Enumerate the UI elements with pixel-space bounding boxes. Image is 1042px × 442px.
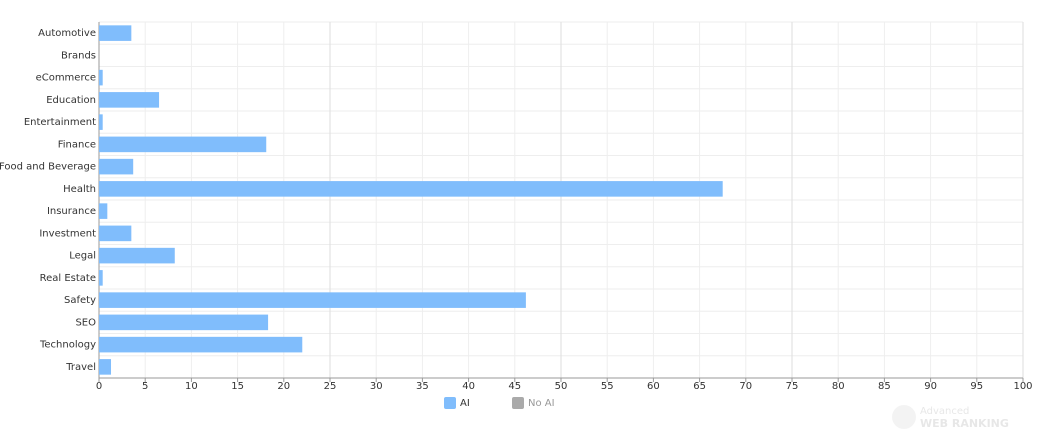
y-tick-label: Automotive bbox=[38, 28, 96, 39]
x-tick-label: 95 bbox=[970, 381, 983, 392]
x-tick-label: 5 bbox=[142, 381, 148, 392]
y-tick-label: Travel bbox=[65, 362, 96, 373]
x-tick-label: 80 bbox=[832, 381, 845, 392]
x-tick-label: 25 bbox=[324, 381, 337, 392]
y-tick-label: Real Estate bbox=[40, 273, 96, 284]
watermark: Advanced WEB RANKING bbox=[892, 405, 1009, 430]
y-tick-label: Investment bbox=[39, 228, 96, 239]
y-tick-label: Safety bbox=[64, 295, 96, 306]
x-tick-label: 100 bbox=[1013, 381, 1032, 392]
x-tick-label: 70 bbox=[739, 381, 752, 392]
y-tick-label: eCommerce bbox=[36, 73, 96, 84]
bar bbox=[99, 247, 175, 264]
x-tick-label: 30 bbox=[370, 381, 383, 392]
x-tick-label: 90 bbox=[924, 381, 937, 392]
bar bbox=[99, 270, 103, 286]
bar bbox=[99, 336, 303, 353]
y-tick-label: SEO bbox=[75, 317, 96, 328]
bar bbox=[99, 92, 160, 108]
x-tick-label: 85 bbox=[878, 381, 891, 392]
y-tick-label: Entertainment bbox=[24, 117, 96, 128]
x-tick-label: 15 bbox=[231, 381, 244, 392]
y-tick-label: Insurance bbox=[47, 206, 96, 217]
x-tick-label: 35 bbox=[416, 381, 429, 392]
x-tick-label: 65 bbox=[693, 381, 706, 392]
bar bbox=[99, 158, 134, 175]
bar bbox=[99, 225, 132, 242]
x-tick-label: 0 bbox=[96, 381, 102, 392]
x-tick-label: 50 bbox=[555, 381, 568, 392]
x-tick-label: 20 bbox=[277, 381, 290, 392]
y-tick-label: Brands bbox=[61, 50, 96, 61]
bar bbox=[99, 69, 103, 86]
bar bbox=[99, 181, 723, 197]
legend-label: AI bbox=[460, 398, 470, 409]
y-tick-label: Finance bbox=[58, 139, 96, 150]
bar bbox=[99, 114, 103, 130]
x-tick-label: 60 bbox=[647, 381, 660, 392]
bar bbox=[99, 292, 526, 308]
x-tick-label: 10 bbox=[185, 381, 198, 392]
bar bbox=[99, 203, 108, 219]
bar bbox=[99, 136, 267, 153]
watermark-text: Advanced bbox=[920, 406, 969, 417]
x-tick-label: 45 bbox=[508, 381, 521, 392]
x-tick-label: 75 bbox=[786, 381, 799, 392]
x-tick-label: 40 bbox=[462, 381, 475, 392]
x-tick-label: 55 bbox=[601, 381, 614, 392]
watermark-logo bbox=[892, 405, 916, 429]
bar bbox=[99, 25, 132, 41]
bar bbox=[99, 359, 112, 375]
y-tick-label: Food and Beverage bbox=[0, 162, 96, 173]
legend-label: No AI bbox=[528, 398, 555, 409]
y-tick-label: Technology bbox=[39, 340, 96, 351]
watermark-text: WEB RANKING bbox=[920, 417, 1009, 430]
y-tick-label: Health bbox=[63, 184, 96, 195]
bar bbox=[99, 314, 269, 331]
y-tick-label: Education bbox=[46, 95, 96, 106]
y-tick-label: Legal bbox=[69, 251, 96, 262]
legend-swatch bbox=[512, 397, 524, 409]
legend-swatch bbox=[444, 397, 456, 409]
